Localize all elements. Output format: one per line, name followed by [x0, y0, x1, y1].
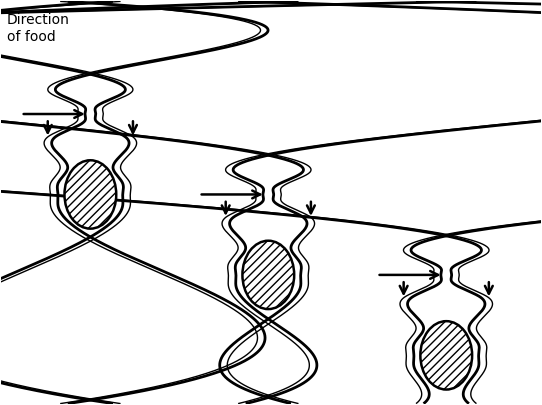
Ellipse shape [242, 241, 294, 309]
Ellipse shape [64, 160, 116, 229]
Ellipse shape [421, 321, 472, 390]
Text: Direction
of food: Direction of food [7, 13, 70, 44]
